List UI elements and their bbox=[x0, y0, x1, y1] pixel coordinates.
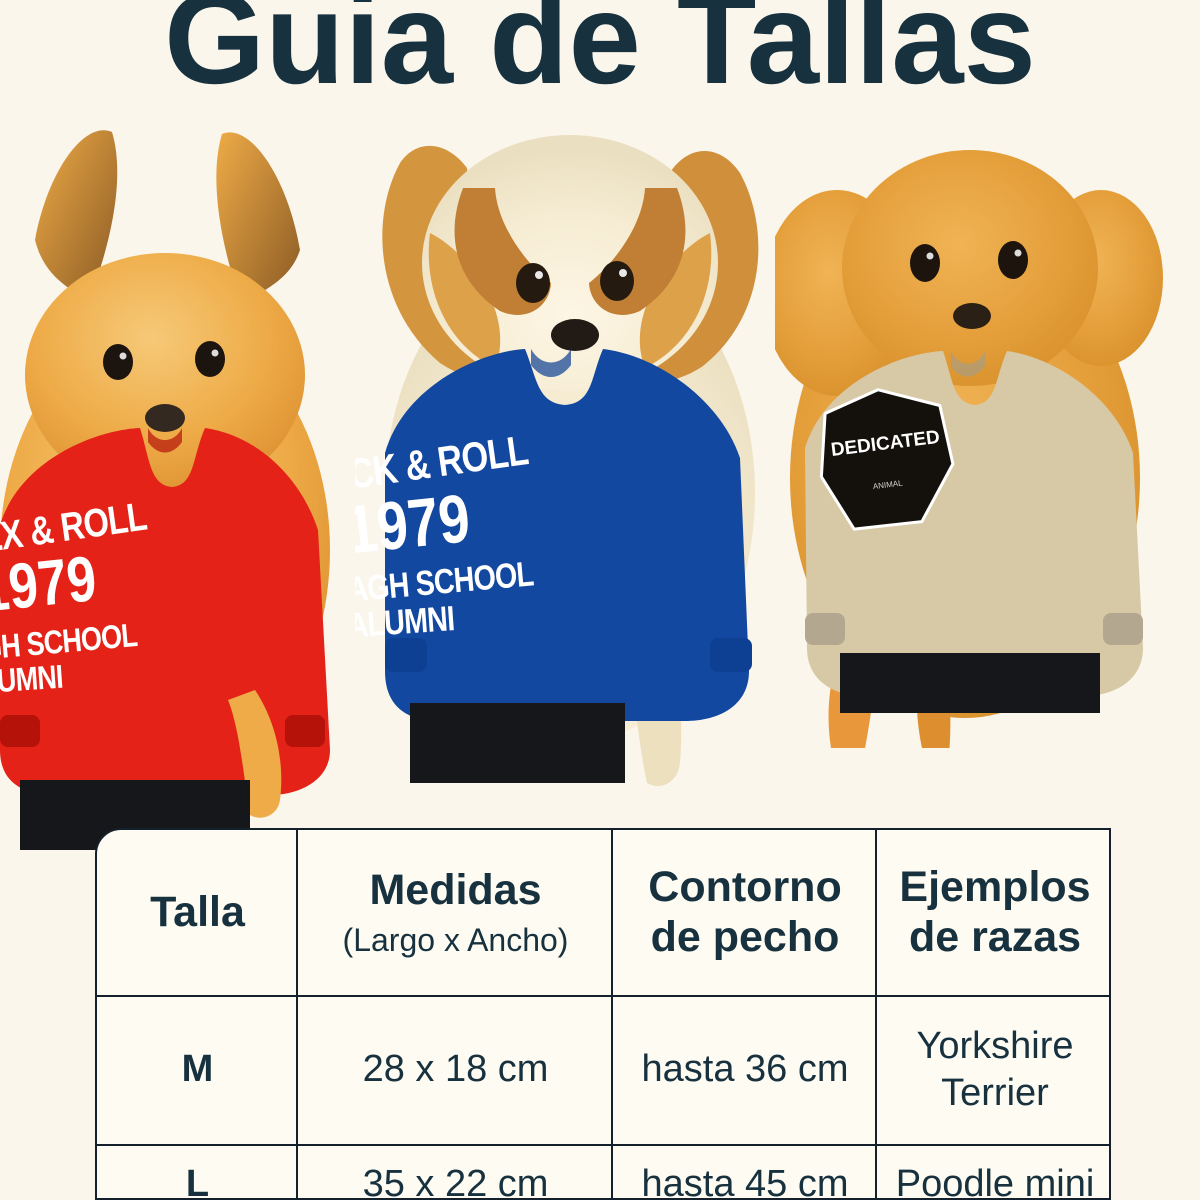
svg-text:ALUMNI: ALUMNI bbox=[355, 598, 455, 645]
svg-text:1979: 1979 bbox=[355, 481, 473, 569]
svg-text:LUMNI: LUMNI bbox=[0, 659, 64, 701]
svg-text:1979: 1979 bbox=[0, 543, 100, 626]
